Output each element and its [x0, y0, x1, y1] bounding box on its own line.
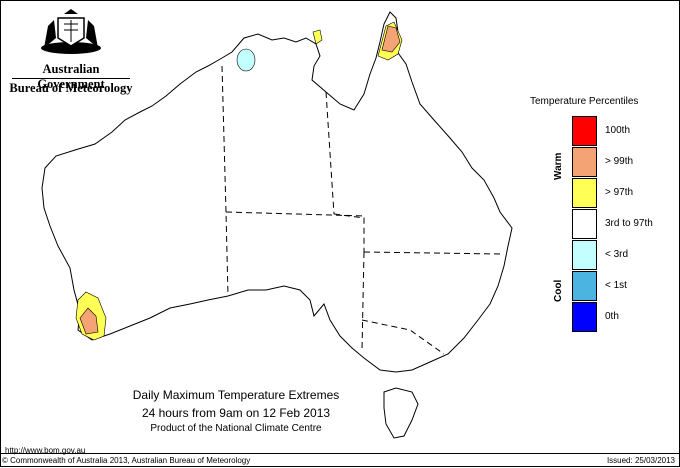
copyright-text: © Commonwealth of Australia 2013, Austra… [2, 456, 251, 465]
legend-swatch [572, 178, 597, 208]
state-border-qld-nsw [363, 251, 501, 255]
state-border-sa-qld [333, 213, 365, 252]
legend-title: Temperature Percentiles [530, 96, 639, 107]
patch-warm-arnhem [312, 29, 323, 45]
legend-label: 0th [605, 311, 619, 322]
patch-hot-sw-wa [79, 307, 99, 335]
legend-label: < 1st [605, 280, 627, 291]
map-product: Product of the National Climate Centre [150, 423, 322, 434]
australia-mainland [41, 11, 513, 373]
legend-label: 3rd to 97th [605, 218, 653, 229]
government-label: Australian Government [37, 62, 105, 91]
issued-date: Issued: 25/03/2013 [606, 456, 675, 465]
bureau-label: Bureau of Meteorology [9, 81, 133, 95]
coat-of-arms-icon [41, 9, 101, 54]
patch-cool-nt [236, 48, 256, 72]
legend-label: > 97th [605, 187, 634, 198]
legend-label: > 99th [605, 156, 634, 167]
logo-divider [12, 78, 130, 79]
legend-swatch [572, 271, 597, 301]
legend-swatch [572, 116, 597, 146]
legend-cool-label: Cool [553, 279, 564, 302]
legend-warm-label: Warm [553, 152, 564, 180]
bom-url-link[interactable]: http://www.bom.gov.au [5, 446, 86, 455]
map-subtitle: 24 hours from 9am on 12 Feb 2013 [141, 406, 331, 420]
tasmania [383, 387, 419, 439]
state-border-wa [221, 65, 229, 297]
bom-logo: Australian Government Bureau of Meteorol… [8, 8, 134, 98]
legend-swatch [572, 147, 597, 177]
patch-hot-north-qld [381, 25, 401, 53]
legend-swatch [572, 302, 597, 332]
state-border-nt-qld [325, 91, 335, 215]
legend-swatch [572, 240, 597, 270]
footer: © Commonwealth of Australia 2013, Austra… [0, 453, 680, 468]
state-border-sa-vic [361, 251, 365, 351]
state-border-nt-sa [225, 211, 367, 217]
legend-label: 100th [605, 125, 631, 136]
map-title: Daily Maximum Temperature Extremes [132, 388, 340, 402]
legend-label: < 3rd [605, 249, 629, 260]
legend-swatch [572, 209, 597, 239]
